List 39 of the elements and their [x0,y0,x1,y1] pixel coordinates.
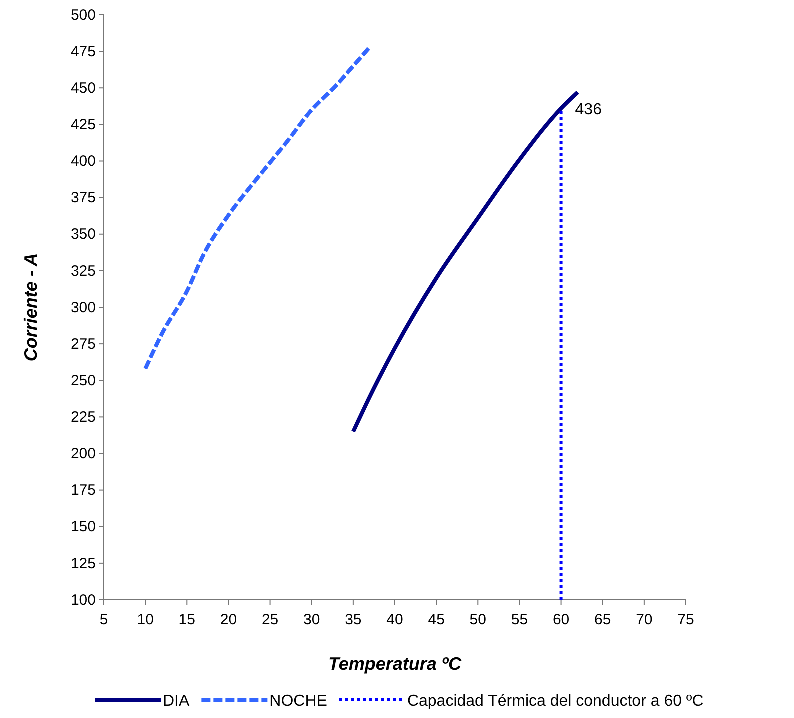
x-axis-title: Temperatura ºC [328,654,462,674]
y-tick-label: 225 [70,408,96,426]
legend-label: DIA [163,693,190,710]
x-tick-label: 70 [636,612,653,628]
y-tick-label: 450 [70,80,96,97]
y-tick-label: 200 [70,446,96,463]
x-tick-label: 15 [178,612,196,628]
x-tick-label: 50 [470,612,486,628]
y-tick-label: 250 [70,372,96,390]
y-tick-label: 500 [70,6,96,24]
x-tick-label: 65 [594,612,612,628]
x-tick-label: 55 [511,612,528,628]
y-axis-title: Corriente - A [21,253,41,362]
x-tick-label: 20 [220,612,238,628]
y-tick-label: 175 [70,482,96,500]
x-tick-label: 60 [552,612,570,628]
y-tick-label: 300 [70,299,96,316]
line-series [144,45,372,371]
legend-label: Capacidad Térmica del conductor a 60 ºC [407,693,704,710]
x-tick-label: 10 [137,612,154,628]
y-tick-label: 475 [70,43,96,60]
x-tick-label: 75 [678,612,694,628]
y-tick-label: 125 [70,555,96,572]
x-tick-label: 45 [428,612,445,628]
y-tick-label: 350 [70,226,96,244]
legend-label: NOCHE [270,693,328,710]
y-tick-label: 275 [70,336,96,353]
x-tick-label: 25 [262,612,279,628]
y-tick-label: 425 [70,116,96,134]
y-tick-label: 400 [70,153,96,170]
x-tick-label: 30 [304,612,320,628]
y-tick-label: 100 [70,592,96,609]
annotation: 436 [575,102,602,119]
x-tick-label: 5 [100,612,108,628]
y-tick-label: 150 [70,518,96,536]
y-tick-label: 325 [70,262,96,280]
y-tick-label: 375 [70,190,96,207]
x-tick-label: 40 [386,612,404,628]
x-tick-label: 35 [345,612,362,628]
